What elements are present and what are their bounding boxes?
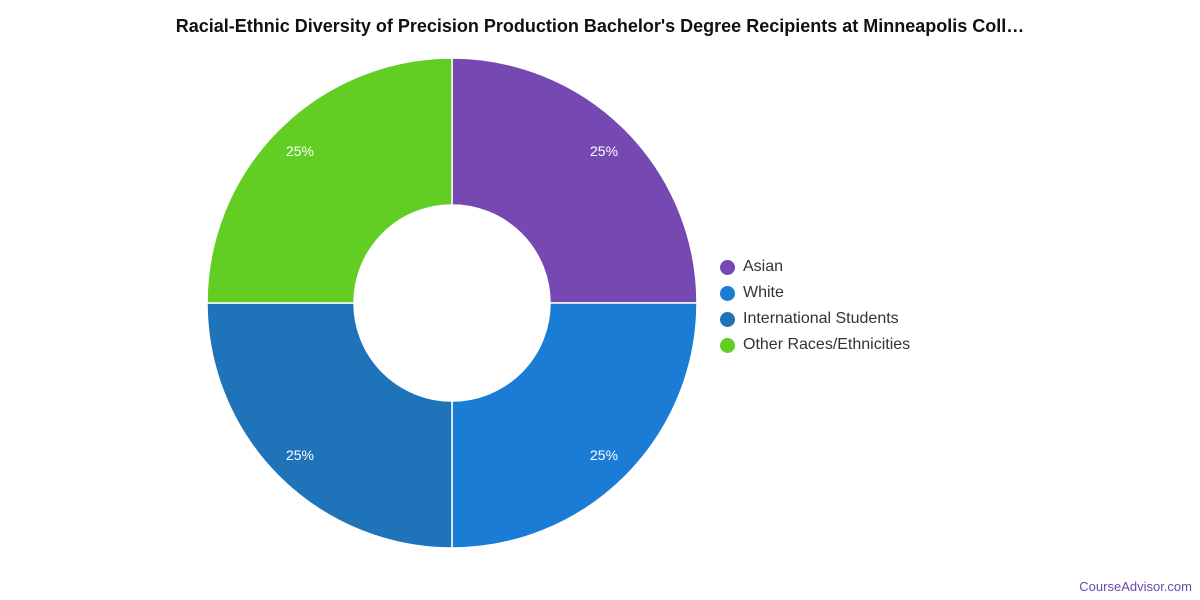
watermark: CourseAdvisor.com — [1079, 579, 1192, 594]
slice-value-label: 25% — [590, 143, 618, 159]
legend-swatch — [720, 285, 735, 301]
legend-label: Other Races/Ethnicities — [743, 336, 911, 353]
legend-item[interactable]: Asian — [720, 254, 910, 280]
pie-slice-other-races-ethnicities[interactable] — [206, 57, 453, 304]
pie-slice-white[interactable] — [451, 302, 698, 549]
pie-slice-asian[interactable] — [451, 57, 698, 304]
legend-label: International Students — [743, 310, 899, 327]
chart-legend: Asian White International Students Other Ra… — [720, 254, 910, 358]
slice-value-label: 25% — [286, 447, 314, 463]
legend-swatch — [720, 337, 735, 353]
legend-label: Asian — [743, 258, 784, 275]
slice-value-label: 25% — [286, 143, 314, 159]
legend-item[interactable]: Other Races/Ethnicities — [720, 332, 910, 358]
legend-item[interactable]: White — [720, 280, 910, 306]
slice-value-label: 25% — [590, 447, 618, 463]
legend-label: White — [743, 284, 784, 301]
legend-swatch — [720, 259, 735, 275]
legend-swatch — [720, 311, 735, 327]
chart-title: Racial-Ethnic Diversity of Precision Pro… — [175, 16, 1025, 36]
pie-slice-international-students[interactable] — [206, 302, 453, 549]
legend-item[interactable]: International Students — [720, 306, 910, 332]
